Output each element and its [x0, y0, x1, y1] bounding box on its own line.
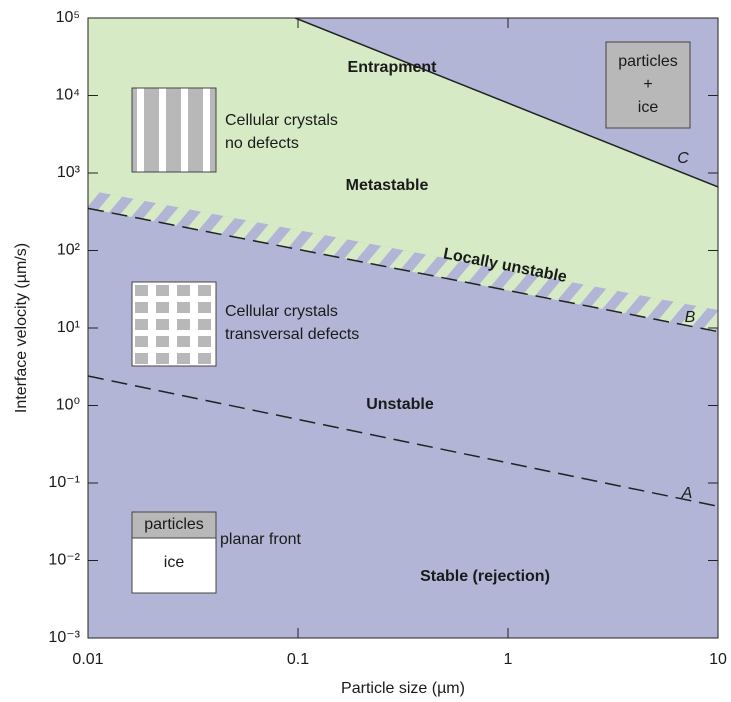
y-tick-label: 10⁻¹ [48, 474, 80, 491]
y-tick-label: 10¹ [57, 319, 80, 336]
overlay: A B C 0.01 0.1 1 10 10⁻³ 10⁻² 10⁻¹ 10⁰ 10¹ 10² 10³ 10⁴… [48, 9, 727, 668]
inset-text: particles [618, 53, 678, 70]
inset-text: Cellular crystals [225, 112, 338, 129]
x-tick-label: 0.1 [287, 651, 309, 668]
region-label: Unstable [366, 396, 434, 413]
inset-text: transversal defects [225, 326, 359, 343]
inset-text: particles [144, 516, 204, 533]
y-tick-label: 10⁻³ [48, 629, 80, 646]
region-label: Stable (rejection) [420, 568, 550, 585]
y-tick-label: 10³ [57, 164, 81, 181]
boundary-line [88, 207, 718, 333]
y-tick-label: 10² [57, 242, 81, 259]
inset-text: planar front [220, 531, 301, 548]
boundary-line [88, 375, 718, 508]
inset-box [131, 87, 217, 173]
y-tick-label: 10⁻² [48, 552, 80, 569]
inset-text: + [643, 76, 652, 93]
line-label: B [685, 309, 696, 326]
line-label: A [681, 485, 693, 502]
locally-unstable-band [88, 190, 718, 332]
y-tick-label: 10⁴ [55, 87, 80, 104]
x-axis-label: Particle size (µm) [341, 680, 465, 697]
y-tick-label: 10⁰ [56, 397, 80, 414]
inset-text: Cellular crystals [225, 303, 338, 320]
metastable-region [88, 18, 718, 311]
boundary-line [294, 18, 718, 188]
y-axis-label: Interface velocity (µm/s) [13, 243, 30, 413]
inset-text: ice [164, 554, 185, 571]
x-tick-label: 10 [709, 651, 727, 668]
inset-text: no defects [225, 135, 299, 152]
y-tick-label: 10⁵ [56, 9, 80, 26]
x-tick-label: 1 [504, 651, 513, 668]
region-label: Metastable [346, 177, 429, 194]
inset-box [605, 41, 691, 129]
x-tick-label: 0.01 [72, 651, 103, 668]
inset-text: ice [638, 99, 659, 116]
inset-box [131, 537, 217, 594]
inset-box [131, 511, 217, 539]
line-label: C [677, 150, 689, 167]
region-label: Entrapment [348, 59, 438, 76]
inset-box [131, 281, 217, 367]
